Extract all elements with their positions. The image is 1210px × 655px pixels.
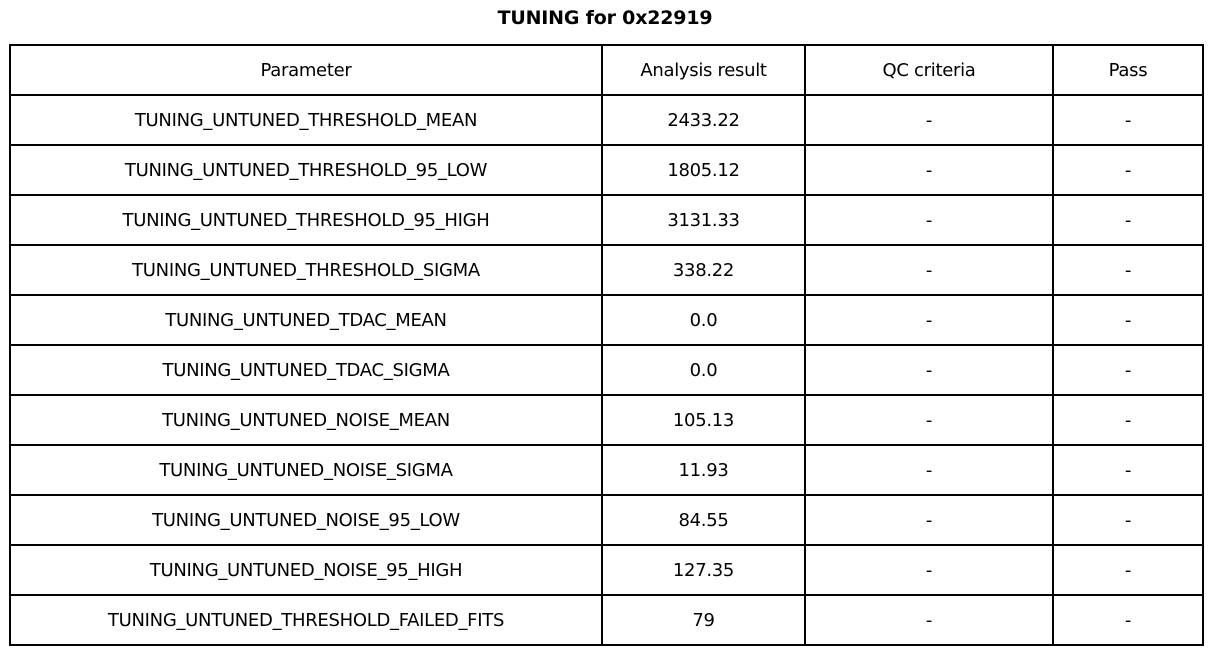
table-row: TUNING_UNTUNED_THRESHOLD_MEAN 2433.22- - <box>9 94 1204 146</box>
parameter-cell: TUNING_UNTUNED_TDAC_SIGMA <box>9 344 603 396</box>
analysis-result-cell: 79 <box>601 594 806 646</box>
analysis-result-cell: 2433.22 <box>601 94 806 146</box>
parameter-cell: TUNING_UNTUNED_THRESHOLD_MEAN <box>9 94 603 146</box>
qc-criteria-cell: - <box>804 94 1054 146</box>
analysis-result-cell: 11.93 <box>601 444 806 496</box>
table-row: TUNING_UNTUNED_NOISE_SIGMA 11.93- - <box>9 444 1204 496</box>
qc-criteria-cell: - <box>804 544 1054 596</box>
qc-criteria-cell: - <box>804 244 1054 296</box>
qc-criteria-cell: - <box>804 194 1054 246</box>
table-header: Parameter Analysis result QC criteria Pa… <box>9 44 1204 96</box>
parameter-cell: TUNING_UNTUNED_NOISE_MEAN <box>9 394 603 446</box>
pass-cell: - <box>1052 444 1204 496</box>
analysis-result-cell: 0.0 <box>601 294 806 346</box>
parameter-cell: TUNING_UNTUNED_THRESHOLD_95_LOW <box>9 144 603 196</box>
pass-cell: - <box>1052 144 1204 196</box>
pass-cell: - <box>1052 94 1204 146</box>
table-row: TUNING_UNTUNED_THRESHOLD_95_HIGH 3131.33-… <box>9 194 1204 246</box>
qc-criteria-cell: - <box>804 344 1054 396</box>
qc-criteria-cell: - <box>804 594 1054 646</box>
analysis-result-cell: 105.13 <box>601 394 806 446</box>
column-header-analysis-result: Analysis result <box>601 44 806 96</box>
analysis-result-cell: 0.0 <box>601 344 806 396</box>
header-row: Parameter Analysis result QC criteria Pa… <box>9 44 1204 96</box>
parameter-cell: TUNING_UNTUNED_THRESHOLD_SIGMA <box>9 244 603 296</box>
qc-criteria-cell: - <box>804 494 1054 546</box>
analysis-result-cell: 127.35 <box>601 544 806 596</box>
analysis-result-cell: 1805.12 <box>601 144 806 196</box>
qc-criteria-cell: - <box>804 294 1054 346</box>
table-row: TUNING_UNTUNED_NOISE_95_LOW 84.55- - <box>9 494 1204 546</box>
parameter-cell: TUNING_UNTUNED_NOISE_95_LOW <box>9 494 603 546</box>
table-row: TUNING_UNTUNED_NOISE_MEAN 105.13- - <box>9 394 1204 446</box>
qc-criteria-cell: - <box>804 444 1054 496</box>
table-row: TUNING_UNTUNED_NOISE_95_HIGH 127.35- - <box>9 544 1204 596</box>
table-body: TUNING_UNTUNED_THRESHOLD_MEAN 2433.22- - TU… <box>9 94 1204 646</box>
tuning-results-table: Parameter Analysis result QC criteria Pa… <box>9 44 1204 646</box>
table-row: TUNING_UNTUNED_THRESHOLD_SIGMA 338.22- - <box>9 244 1204 296</box>
table-row: TUNING_UNTUNED_THRESHOLD_FAILED_FITS 79- - <box>9 594 1204 646</box>
table-row: TUNING_UNTUNED_THRESHOLD_95_LOW 1805.12- - <box>9 144 1204 196</box>
pass-cell: - <box>1052 544 1204 596</box>
analysis-result-cell: 84.55 <box>601 494 806 546</box>
analysis-result-cell: 3131.33 <box>601 194 806 246</box>
parameter-cell: TUNING_UNTUNED_THRESHOLD_95_HIGH <box>9 194 603 246</box>
column-header-pass: Pass <box>1052 44 1204 96</box>
analysis-result-cell: 338.22 <box>601 244 806 296</box>
qc-criteria-cell: - <box>804 394 1054 446</box>
table-row: TUNING_UNTUNED_TDAC_SIGMA 0.0- - <box>9 344 1204 396</box>
pass-cell: - <box>1052 494 1204 546</box>
pass-cell: - <box>1052 394 1204 446</box>
pass-cell: - <box>1052 294 1204 346</box>
table-row: TUNING_UNTUNED_TDAC_MEAN 0.0- - <box>9 294 1204 346</box>
page-title: TUNING for 0x22919 <box>497 7 713 29</box>
parameter-cell: TUNING_UNTUNED_NOISE_SIGMA <box>9 444 603 496</box>
parameter-cell: TUNING_UNTUNED_TDAC_MEAN <box>9 294 603 346</box>
pass-cell: - <box>1052 194 1204 246</box>
pass-cell: - <box>1052 344 1204 396</box>
qc-criteria-cell: - <box>804 144 1054 196</box>
pass-cell: - <box>1052 244 1204 296</box>
parameter-cell: TUNING_UNTUNED_NOISE_95_HIGH <box>9 544 603 596</box>
column-header-qc-criteria: QC criteria <box>804 44 1054 96</box>
pass-cell: - <box>1052 594 1204 646</box>
column-header-parameter: Parameter <box>9 44 603 96</box>
parameter-cell: TUNING_UNTUNED_THRESHOLD_FAILED_FITS <box>9 594 603 646</box>
